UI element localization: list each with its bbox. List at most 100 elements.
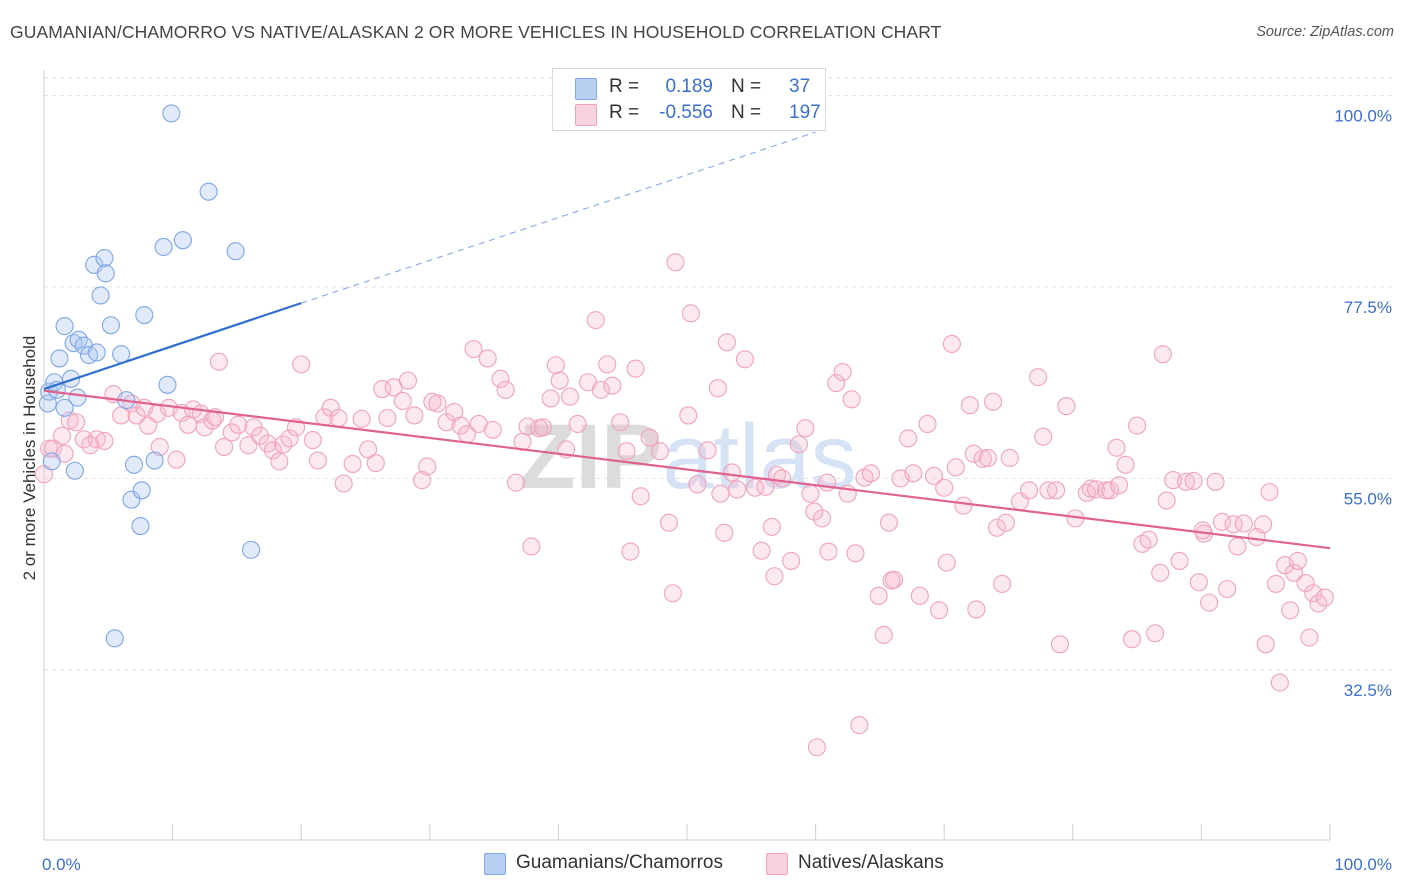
native-point bbox=[263, 441, 282, 460]
guamanian-point bbox=[87, 343, 106, 362]
native-point bbox=[1139, 530, 1158, 549]
native-point bbox=[1224, 515, 1243, 534]
guamanian-point bbox=[91, 286, 110, 305]
native-point bbox=[506, 473, 526, 492]
native-point bbox=[214, 437, 234, 456]
x-tick-label: 100.0% bbox=[1334, 855, 1392, 874]
native-point bbox=[1116, 455, 1135, 474]
guamanian-point bbox=[101, 316, 120, 335]
native-point bbox=[650, 442, 670, 461]
native-point bbox=[321, 398, 340, 417]
native-point bbox=[366, 454, 385, 473]
native-point bbox=[359, 440, 378, 459]
native-point bbox=[127, 406, 146, 425]
native-point bbox=[1256, 635, 1275, 654]
native-point bbox=[924, 466, 943, 485]
native-point bbox=[711, 484, 730, 503]
native-point bbox=[1000, 448, 1019, 468]
native-point bbox=[329, 408, 348, 428]
guamanian-point bbox=[226, 242, 245, 261]
native-point bbox=[910, 586, 929, 605]
guamanian-point bbox=[55, 398, 74, 417]
native-point bbox=[398, 371, 417, 390]
native-point bbox=[850, 716, 869, 735]
guamanian-point bbox=[154, 237, 173, 257]
native-point bbox=[746, 478, 765, 497]
native-point bbox=[1206, 472, 1225, 491]
native-point bbox=[812, 509, 832, 528]
r-label: R = bbox=[609, 102, 640, 123]
series-native bbox=[34, 253, 1334, 757]
y-axis-label: 2 or more Vehicles in Household bbox=[20, 335, 39, 581]
native-point bbox=[541, 389, 560, 408]
native-point bbox=[478, 349, 497, 368]
native-point bbox=[67, 413, 86, 432]
legend-swatch-native bbox=[766, 853, 788, 875]
native-point bbox=[418, 457, 437, 476]
guamanian-point bbox=[61, 369, 81, 388]
native-point bbox=[942, 334, 961, 354]
native-point bbox=[1122, 630, 1142, 649]
native-point bbox=[1234, 514, 1253, 533]
native-point bbox=[437, 413, 456, 432]
native-point bbox=[1296, 573, 1315, 593]
native-point bbox=[842, 390, 861, 409]
guamanian-point bbox=[96, 264, 115, 283]
native-point bbox=[428, 394, 447, 413]
native-point bbox=[308, 451, 327, 470]
guamanian-point bbox=[105, 629, 124, 648]
native-point bbox=[640, 428, 659, 447]
native-point bbox=[1284, 563, 1304, 582]
native-point bbox=[483, 420, 502, 439]
native-point bbox=[611, 413, 630, 432]
native-point bbox=[95, 431, 114, 451]
native-point bbox=[1254, 515, 1273, 534]
native-point bbox=[1176, 472, 1196, 491]
native-point bbox=[222, 423, 241, 442]
native-point bbox=[81, 436, 100, 455]
native-point bbox=[1128, 416, 1147, 435]
native-point bbox=[378, 408, 397, 428]
native-point bbox=[352, 409, 371, 428]
native-point bbox=[833, 362, 852, 382]
native-point bbox=[1050, 635, 1069, 654]
native-point bbox=[626, 359, 645, 378]
native-point bbox=[846, 544, 865, 563]
guamanian-point bbox=[122, 490, 141, 509]
native-point bbox=[1039, 481, 1058, 500]
native-point bbox=[413, 471, 432, 490]
series-points bbox=[34, 104, 1334, 757]
native-point bbox=[617, 442, 636, 461]
guamanian-point bbox=[173, 231, 192, 250]
native-point bbox=[1110, 476, 1129, 495]
native-point bbox=[937, 553, 956, 572]
native-point bbox=[996, 513, 1015, 532]
native-point bbox=[1315, 588, 1334, 607]
trend-line-guamanian-extension bbox=[301, 131, 816, 304]
guamanian-point bbox=[158, 375, 177, 394]
native-point bbox=[722, 463, 742, 482]
native-point bbox=[603, 376, 622, 395]
y-tick-label: 77.5% bbox=[1344, 298, 1392, 317]
native-point bbox=[598, 355, 617, 374]
r-value: -0.556 bbox=[659, 102, 713, 123]
native-point bbox=[373, 380, 392, 399]
trend-line-native bbox=[43, 389, 1331, 550]
native-point bbox=[1081, 479, 1100, 498]
native-point bbox=[728, 480, 747, 499]
native-point bbox=[782, 551, 801, 570]
native-point bbox=[874, 625, 893, 645]
guamanian-point bbox=[95, 248, 114, 268]
native-point bbox=[861, 464, 880, 483]
native-point bbox=[1101, 481, 1120, 500]
native-point bbox=[631, 487, 650, 506]
native-point bbox=[930, 601, 949, 620]
native-point bbox=[935, 478, 954, 497]
legend-swatch-guamanian bbox=[484, 853, 506, 875]
native-point bbox=[681, 304, 700, 323]
native-point bbox=[978, 448, 997, 468]
guamanian-point bbox=[145, 451, 164, 470]
native-point bbox=[464, 340, 483, 359]
guamanian-point bbox=[241, 540, 261, 559]
